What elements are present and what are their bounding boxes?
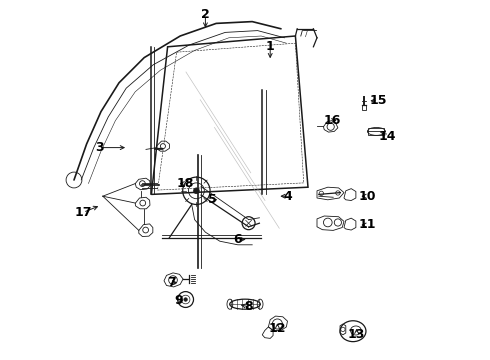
Text: 7: 7 <box>167 276 175 289</box>
Circle shape <box>319 191 323 195</box>
Circle shape <box>160 144 166 149</box>
Text: 2: 2 <box>201 8 210 21</box>
Text: 12: 12 <box>269 322 286 335</box>
Text: 6: 6 <box>234 233 242 246</box>
Circle shape <box>336 191 340 195</box>
Text: 3: 3 <box>95 141 103 154</box>
Text: 4: 4 <box>284 190 293 203</box>
Circle shape <box>194 188 199 194</box>
Circle shape <box>184 298 187 301</box>
Text: 5: 5 <box>208 193 217 206</box>
Text: 1: 1 <box>266 40 274 53</box>
Text: 10: 10 <box>359 190 376 203</box>
Text: 8: 8 <box>245 300 253 313</box>
Text: 18: 18 <box>177 177 195 190</box>
Text: 16: 16 <box>323 114 341 127</box>
Bar <box>368 128 384 135</box>
Text: 11: 11 <box>359 219 376 231</box>
Text: 9: 9 <box>174 294 183 307</box>
Text: 14: 14 <box>378 130 396 143</box>
Text: 17: 17 <box>74 206 92 219</box>
Text: 15: 15 <box>369 94 387 107</box>
Text: 13: 13 <box>348 328 365 341</box>
